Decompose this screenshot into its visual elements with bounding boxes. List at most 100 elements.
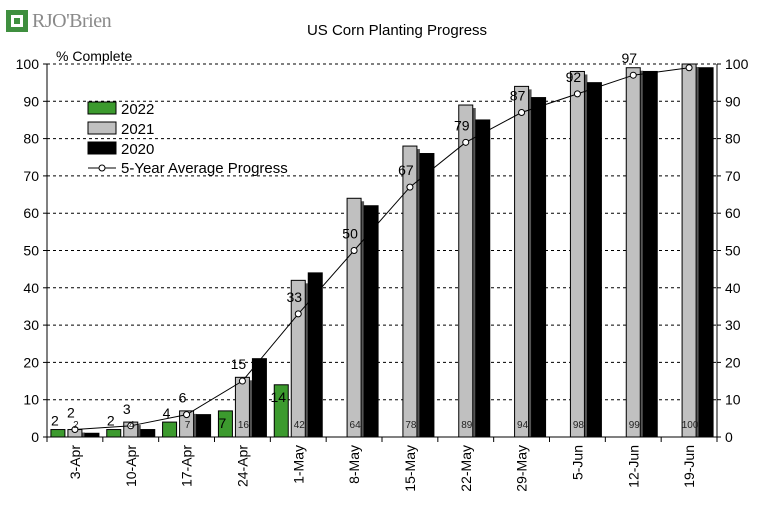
y-tick-label-right: 30	[725, 317, 741, 333]
avg-point	[238, 377, 246, 385]
bar-series	[50, 63, 714, 438]
x-tick-label: 22-May	[458, 445, 474, 492]
bar-2020	[363, 205, 379, 438]
y-tick-label: 60	[23, 205, 39, 221]
x-tick-label: 8-May	[346, 445, 362, 484]
label-2021: 98	[573, 420, 585, 431]
y-tick-label-right: 60	[725, 205, 741, 221]
average-line	[71, 64, 693, 434]
bar-2021	[681, 63, 697, 438]
bar-2020	[475, 119, 491, 438]
avg-point	[629, 71, 637, 79]
legend: 2022 2021 2020 5-Year Average Progress	[87, 101, 288, 177]
avg-point	[685, 64, 693, 72]
avg-point	[71, 426, 79, 434]
bar-2021	[625, 67, 641, 438]
y-tick-label: 40	[23, 280, 39, 296]
brand-name: RJO'Brien	[32, 9, 112, 32]
label-average: 97	[621, 50, 637, 66]
label-average: 79	[454, 117, 470, 133]
bar-2020	[419, 153, 435, 438]
label-2021: 16	[238, 420, 250, 431]
label-average: 15	[231, 356, 247, 372]
avg-point	[294, 310, 302, 318]
label-2022: 7	[219, 415, 227, 431]
label-average: 3	[123, 401, 131, 417]
logo-icon	[6, 10, 28, 32]
x-tick-label: 10-Apr	[123, 445, 139, 487]
legend-label-2021: 2021	[121, 121, 154, 138]
label-2021: 78	[405, 420, 417, 431]
x-tick-label: 12-Jun	[625, 445, 641, 488]
bar-2020	[140, 429, 156, 438]
legend-label-average: 5-Year Average Progress	[121, 160, 288, 177]
label-2021: 2	[73, 420, 79, 431]
label-2021: 89	[461, 420, 473, 431]
bar-2021	[514, 85, 530, 438]
label-average: 87	[510, 87, 526, 103]
label-2022: 4	[163, 405, 171, 421]
bar-2021	[458, 104, 474, 438]
y-tick-label: 0	[31, 429, 39, 445]
y-tick-label-right: 50	[725, 243, 741, 259]
label-2022: 14	[270, 389, 286, 405]
x-tick-label: 17-Apr	[179, 445, 195, 487]
legend-marker-average	[98, 164, 106, 172]
chart-title: US Corn Planting Progress	[307, 22, 487, 39]
x-tick-label: 24-Apr	[234, 445, 250, 487]
avg-point	[406, 183, 414, 191]
x-tick-label: 1-May	[290, 445, 306, 484]
y-tick-label-right: 40	[725, 280, 741, 296]
x-tick-label: 19-Jun	[681, 445, 697, 488]
brand-logo: RJO'Brien	[6, 6, 112, 36]
y-tick-label: 80	[23, 131, 39, 147]
bar-2022	[50, 429, 66, 438]
label-average: 33	[286, 289, 302, 305]
bar-2020	[586, 82, 602, 438]
x-tick-label: 3-Apr	[67, 445, 83, 480]
y-tick-label-right: 80	[725, 131, 741, 147]
label-2021: 7	[185, 420, 191, 431]
y-tick-label: 90	[23, 93, 39, 109]
avg-point	[462, 138, 470, 146]
legend-swatch-2020	[87, 141, 117, 155]
y-tick-label: 20	[23, 354, 39, 370]
avg-point	[573, 90, 581, 98]
y-tick-label: 50	[23, 243, 39, 259]
legend-swatch-2021	[87, 121, 117, 135]
grid-lines	[47, 63, 717, 401]
avg-point	[127, 422, 135, 430]
bar-2020	[307, 272, 323, 438]
legend-label-2022: 2022	[121, 101, 154, 118]
label-average: 50	[342, 226, 358, 242]
x-tick-label: 5-Jun	[569, 445, 585, 480]
avg-point	[518, 108, 526, 116]
label-2021: 94	[517, 420, 529, 431]
bar-2020	[251, 358, 267, 438]
bar-2020	[196, 414, 212, 438]
label-average: 67	[398, 162, 414, 178]
legend-label-2020: 2020	[121, 141, 154, 158]
legend-swatch-2022	[87, 101, 117, 115]
bar-2020	[84, 432, 100, 438]
label-2022: 2	[51, 413, 59, 429]
avg-point	[183, 411, 191, 419]
bar-2021	[569, 70, 585, 438]
x-tick-label: 29-May	[514, 445, 530, 492]
y-tick-label-right: 90	[725, 93, 741, 109]
y-tick-label: 100	[16, 56, 40, 72]
bar-2020	[531, 97, 547, 438]
avg-line	[74, 67, 690, 431]
bar-2020	[698, 67, 714, 438]
bar-2020	[642, 70, 658, 438]
x-tick-label: 15-May	[402, 445, 418, 492]
label-2021: 100	[682, 420, 699, 431]
y-tick-label-right: 0	[725, 429, 733, 445]
y-axis-label: % Complete	[56, 48, 132, 64]
y-tick-label: 30	[23, 317, 39, 333]
y-tick-label-right: 70	[725, 168, 741, 184]
label-2021: 4	[129, 420, 135, 431]
